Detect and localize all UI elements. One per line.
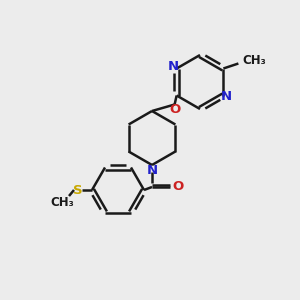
Text: O: O xyxy=(172,179,184,193)
Text: N: N xyxy=(168,60,179,73)
Text: N: N xyxy=(221,90,232,103)
Text: N: N xyxy=(146,164,158,176)
Text: O: O xyxy=(169,103,180,116)
Text: CH₃: CH₃ xyxy=(242,54,266,67)
Text: CH₃: CH₃ xyxy=(50,196,74,208)
Text: S: S xyxy=(73,184,83,196)
